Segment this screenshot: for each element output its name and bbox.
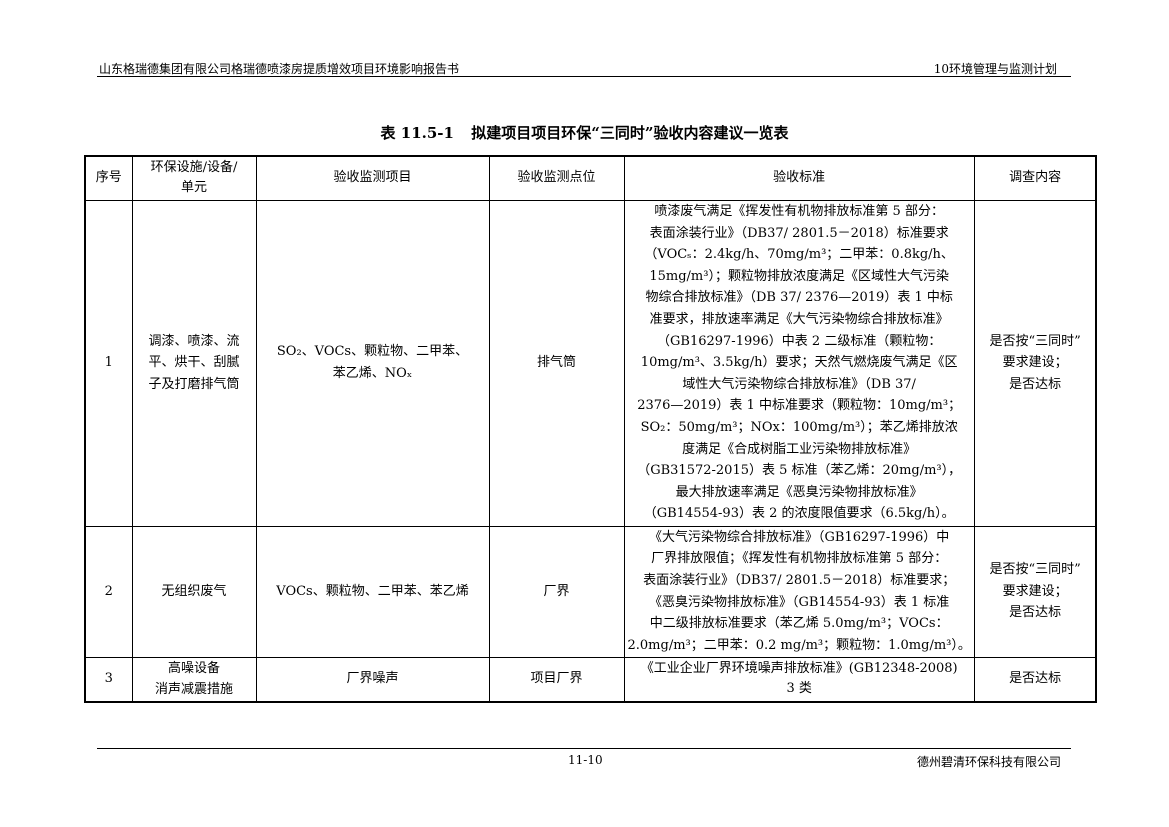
cell-survey-line: 是否达标 — [1009, 671, 1062, 687]
cell-facility-line: 子及打磨排气筒 — [148, 376, 240, 392]
table-number: 表 11.5-1 — [380, 124, 454, 142]
cell-standard-line: 2.0mg/m³；二甲苯：0.2 mg/m³；颗粒物：1.0mg/m³）。 — [627, 637, 971, 653]
cell-facility-line: 消声减震措施 — [154, 682, 233, 698]
cell-survey-line: 是否按“三同时” — [989, 562, 1081, 578]
cell-standard: 喷漆废气满足《挥发性有机物排放标准第 5 部分： 表面涂装行业》（DB37/ 28… — [623, 199, 975, 527]
cell-survey-line: 要求建设； — [1002, 355, 1068, 371]
cell-standard-line: 10mg/m³、3.5kg/h）要求；天然气燃烧废气满足《区 — [640, 355, 958, 371]
cell-location: 厂界 — [488, 525, 625, 658]
cell-standard: 《大气污染物综合排放标准》（GB16297-1996）中 厂界排放限值；《挥发性有… — [623, 525, 975, 658]
cell-items-line: 苯乙烯、NOₓ — [332, 366, 413, 381]
cell-facility: 高噪设备消声减震措施 — [131, 656, 257, 703]
cell-survey-line: 要求建设； — [1002, 583, 1068, 599]
header-items: 验收监测项目 — [255, 155, 490, 201]
header-facility: 环保设施/设备/ 单元 — [131, 155, 257, 201]
cell-survey-line: 是否按“三同时” — [989, 333, 1081, 349]
table-header-row: 序号 环保设施/设备/ 单元 验收监测项目 验收监测点位 验收标准 调查内容 — [84, 155, 1097, 201]
cell-facility-line: 无组织废气 — [161, 583, 227, 599]
cell-location: 项目厂界 — [488, 656, 625, 703]
cell-standard-line: （GB16297-1996）中表 2 二级标准（颗粒物： — [657, 333, 942, 349]
cell-standard-line: （GB14554-93）表 2 的浓度限值要求（6.5kg/h）。 — [643, 506, 955, 522]
cell-no: 2 — [84, 525, 133, 658]
cell-survey-line: 是否达标 — [1009, 605, 1062, 621]
cell-standard-line: 《大气污染物综合排放标准》（GB16297-1996）中 — [649, 529, 950, 545]
footer-divider — [97, 748, 1071, 749]
cell-items: 厂界噪声 — [255, 656, 490, 703]
table-title: 拟建项目项目环保“三同时”验收内容建议一览表 — [471, 124, 789, 142]
header-chapter-title: 10环境管理与监测计划 — [933, 62, 1057, 76]
page-number: 11-10 — [568, 753, 603, 767]
cell-survey: 是否按“三同时” 要求建设； 是否达标 — [973, 525, 1097, 658]
cell-no: 3 — [84, 656, 133, 703]
header-facility-line: 单元 — [180, 180, 207, 196]
table-row: 1 调漆、喷漆、流 平、烘干、刮腻 子及打磨排气筒 SO₂、VOCs、颗粒物、二甲苯、苯… — [84, 199, 1097, 527]
cell-facility-line: 调漆、喷漆、流 — [148, 333, 240, 349]
cell-standard-line: 喷漆废气满足《挥发性有机物排放标准第 5 部分： — [654, 204, 944, 220]
table-caption: 表 11.5-1 拟建项目项目环保“三同时”验收内容建议一览表 — [0, 122, 1169, 143]
cell-standard-line: 表面涂装行业》（DB37/ 2801.5－2018）标准要求； — [643, 572, 956, 588]
header-location: 验收监测点位 — [488, 155, 625, 201]
cell-standard-line: 域性大气污染物综合排放标准》（DB 37/ — [682, 376, 916, 392]
cell-no: 1 — [84, 199, 133, 527]
cell-items: SO₂、VOCs、颗粒物、二甲苯、 苯乙烯、NOₓ — [255, 199, 490, 527]
cell-items: VOCs、颗粒物、二甲苯、苯乙烯 — [255, 525, 490, 658]
cell-survey-line: 是否达标 — [1009, 376, 1062, 392]
cell-standard: 《工业企业厂界环境噪声排放标准》(GB12348-2008) 3 类 — [623, 656, 975, 703]
cell-standard-line: 物综合排放标准》（DB 37/ 2376—2019）表 1 中标 — [645, 290, 953, 306]
cell-facility-line: 高噪设备 — [167, 660, 220, 676]
header-no: 序号 — [84, 155, 133, 201]
cell-standard-line: （VOCₛ：2.4kg/h、70mg/m³；二甲苯：0.8kg/h、 — [644, 247, 954, 263]
header-facility-line: 环保设施/设备/ — [150, 160, 238, 176]
acceptance-table: 序号 环保设施/设备/ 单元 验收监测项目 验收监测点位 验收标准 调查内容 1… — [84, 155, 1098, 703]
cell-standard-line: 2376—2019）表 1 中标准要求（颗粒物：10mg/m³； — [637, 398, 962, 414]
header-document-title: 山东格瑞德集团有限公司格瑞德喷漆房提质增效项目环境影响报告书 — [99, 62, 460, 76]
cell-standard-line: 度满足《合成树脂工业污染物排放标准》 — [682, 441, 917, 457]
header-survey: 调查内容 — [973, 155, 1097, 201]
cell-facility: 无组织废气 — [131, 525, 257, 658]
cell-standard-line: 厂界排放限值；《挥发性有机物排放标准第 5 部分： — [651, 551, 948, 567]
cell-items-line: SO₂、VOCs、颗粒物、二甲苯、 — [276, 344, 469, 360]
footer-company: 德州碧清环保科技有限公司 — [916, 755, 1061, 769]
cell-facility: 调漆、喷漆、流 平、烘干、刮腻 子及打磨排气筒 — [131, 199, 257, 527]
cell-standard-line: 3 类 — [786, 681, 812, 697]
cell-survey: 是否达标 — [973, 656, 1097, 703]
cell-standard-line: （GB31572-2015）表 5 标准（苯乙烯：20mg/m³）， — [637, 463, 962, 479]
cell-survey: 是否按“三同时” 要求建设； 是否达标 — [973, 199, 1097, 527]
header-divider — [97, 76, 1071, 77]
cell-items-line: VOCs、颗粒物、二甲苯、苯乙烯 — [276, 583, 469, 599]
cell-location: 排气筒 — [488, 199, 625, 527]
cell-standard-line: 15mg/m³）；颗粒物排放浓度满足《区域性大气污染 — [649, 268, 949, 284]
header-standard: 验收标准 — [623, 155, 975, 201]
cell-facility-line: 平、烘干、刮腻 — [148, 355, 240, 371]
cell-standard-line: 准要求，排放速率满足《大气污染物综合排放标准》 — [649, 312, 949, 328]
cell-standard-line: 中二级排放标准要求（苯乙烯 5.0mg/m³；VOCs： — [649, 616, 949, 632]
table-row: 2 无组织废气 VOCs、颗粒物、二甲苯、苯乙烯 厂界 《大气污染物综合排放标准》（GB… — [84, 525, 1097, 658]
table-row: 3 高噪设备 消声减震措施 厂界噪声 项目厂界 《工业企业厂界环境噪声排放标准》(GB12… — [84, 656, 1097, 703]
cell-standard-line: 表面涂装行业》（DB37/ 2801.5－2018）标准要求 — [649, 225, 949, 241]
cell-standard-line: SO₂：50mg/m³；NOx：100mg/m³）；苯乙烯排放浓 — [640, 419, 958, 435]
cell-items-line: 厂界噪声 — [346, 671, 399, 687]
cell-standard-line: 最大排放速率满足《恶臭污染物排放标准》 — [675, 484, 923, 500]
cell-standard-line: 《工业企业厂界环境噪声排放标准》(GB12348-2008) — [640, 661, 958, 677]
cell-standard-line: 《恶臭污染物排放标准》（GB14554-93）表 1 标准 — [649, 594, 950, 610]
